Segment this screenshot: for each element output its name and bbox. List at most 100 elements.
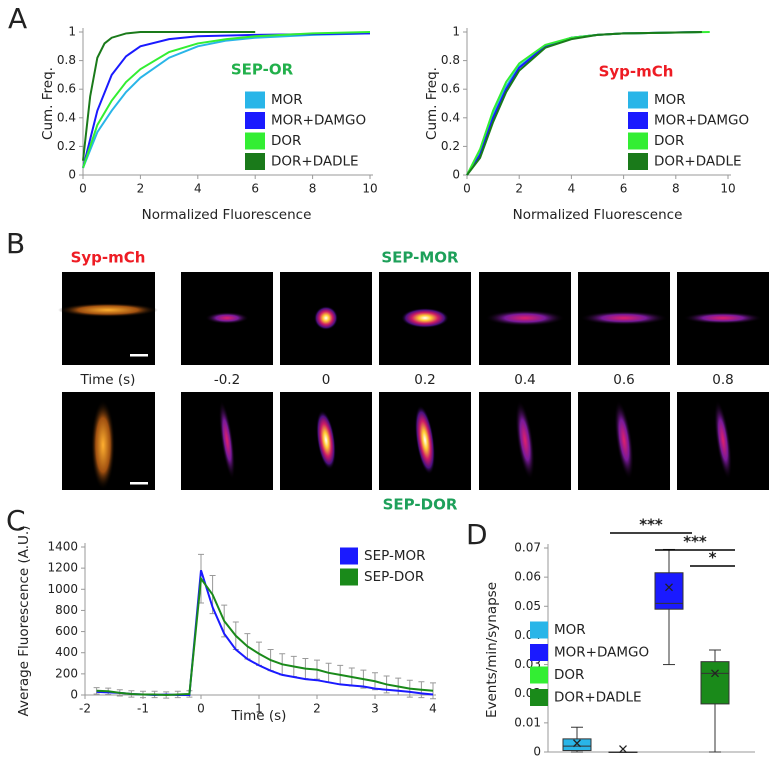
y-tick-label: 0.4 — [441, 110, 460, 124]
x-tick-label: 0 — [197, 702, 205, 716]
y-tick-label: 800 — [55, 603, 78, 617]
panel-label: B — [6, 227, 25, 260]
legend-swatch — [628, 91, 648, 109]
significance-label: *** — [683, 533, 707, 551]
signal — [401, 308, 449, 328]
legend-label: DOR+DADLE — [554, 690, 642, 706]
x-axis-label: Normalized Fluorescence — [142, 207, 312, 223]
box — [562, 738, 592, 752]
signal — [414, 405, 436, 475]
time-value: 0.2 — [414, 372, 435, 388]
signal — [205, 312, 249, 324]
signal — [218, 400, 236, 480]
legend-swatch — [340, 568, 358, 586]
time-value: 0 — [322, 372, 331, 388]
y-tick-label: 1000 — [47, 582, 78, 596]
y-tick-label: 0.2 — [441, 139, 460, 153]
legend-label: DOR+DADLE — [654, 154, 742, 170]
y-tick-label: 1 — [452, 25, 460, 39]
legend-label: DOR — [271, 133, 301, 149]
box — [700, 661, 730, 705]
legend-swatch — [245, 91, 265, 109]
x-tick-label: 10 — [362, 182, 377, 196]
legend-swatch — [530, 689, 548, 706]
x-tick-label: 0 — [79, 182, 87, 196]
y-tick-label: 0 — [68, 168, 76, 182]
legend-label: MOR+DAMGO — [554, 645, 649, 661]
legend-label: MOR+DAMGO — [654, 113, 749, 129]
x-tick-label: 0 — [463, 182, 471, 196]
x-tick-label: -1 — [137, 702, 149, 716]
error-bar — [430, 682, 436, 700]
legend-swatch — [628, 112, 648, 129]
legend-label: DOR — [654, 133, 684, 149]
y-tick-label: 0.8 — [57, 53, 76, 67]
legend-swatch — [245, 153, 265, 170]
legend-swatch — [245, 112, 265, 129]
legend-label: MOR — [271, 92, 303, 108]
panel-label: D — [466, 518, 488, 551]
x-tick-label: 4 — [568, 182, 576, 196]
signal — [485, 310, 565, 326]
time-label: Time (s) — [80, 372, 136, 388]
y-tick-label: 0 — [533, 745, 541, 759]
legend-swatch — [530, 644, 548, 661]
image-title: Syp-mCh — [71, 249, 146, 267]
y-tick-label: 0.2 — [57, 139, 76, 153]
significance-label: * — [709, 549, 717, 567]
signal — [683, 312, 763, 324]
signal — [515, 400, 535, 480]
y-tick-label: 200 — [55, 666, 78, 680]
y-tick-label: 0 — [70, 688, 78, 702]
y-tick-label: 0.06 — [514, 570, 541, 584]
y-tick-label: 0 — [452, 168, 460, 182]
y-axis-label: Cum. Freq. — [424, 67, 440, 140]
x-axis-label: Normalized Fluorescence — [513, 207, 683, 223]
x-tick-label: 10 — [720, 182, 735, 196]
time-value: 0.6 — [613, 372, 634, 388]
y-tick-label: 0.6 — [441, 82, 460, 96]
image-title: SEP-MOR — [381, 249, 459, 267]
x-tick-label: 2 — [515, 182, 523, 196]
legend-label: MOR — [554, 622, 586, 638]
y-axis-label: Average Fluorescence (A.U.) — [16, 526, 32, 717]
y-axis-label: Cum. Freq. — [40, 67, 56, 140]
y-tick-label: 1 — [68, 25, 76, 39]
line — [96, 576, 434, 697]
line — [96, 569, 434, 697]
y-tick-label: 0.05 — [514, 599, 541, 613]
legend-label: SEP-MOR — [364, 548, 425, 564]
y-tick-label: 0.07 — [514, 541, 541, 555]
legend-label: DOR — [554, 667, 584, 683]
signal — [714, 400, 732, 480]
legend-label: MOR+DAMGO — [271, 113, 366, 129]
line — [82, 32, 371, 169]
legend-swatch — [628, 132, 648, 150]
x-tick-label: 2 — [137, 182, 145, 196]
x-tick-label: 2 — [313, 702, 321, 716]
annotation: Syp-mCh — [599, 63, 674, 81]
line — [466, 31, 702, 176]
y-tick-label: 600 — [55, 624, 78, 638]
panel-label: A — [8, 2, 27, 35]
x-axis-label: Time (s) — [231, 708, 287, 724]
signal — [614, 400, 634, 480]
y-tick-label: 0.8 — [441, 53, 460, 67]
significance-label: *** — [639, 516, 663, 534]
y-tick-label: 400 — [55, 645, 78, 659]
time-value: 0.8 — [712, 372, 733, 388]
mean-marker — [573, 739, 581, 748]
mean-marker — [665, 583, 673, 592]
y-tick-label: 0.01 — [514, 715, 541, 729]
legend-swatch — [245, 132, 265, 150]
legend-swatch — [340, 547, 358, 565]
x-tick-label: 8 — [672, 182, 680, 196]
panel-label: C — [6, 504, 26, 537]
time-value: -0.2 — [214, 372, 240, 388]
x-tick-label: 8 — [309, 182, 317, 196]
x-tick-label: 4 — [429, 702, 437, 716]
x-tick-label: 6 — [620, 182, 628, 196]
mean-marker — [619, 745, 627, 754]
x-tick-label: -2 — [79, 702, 91, 716]
